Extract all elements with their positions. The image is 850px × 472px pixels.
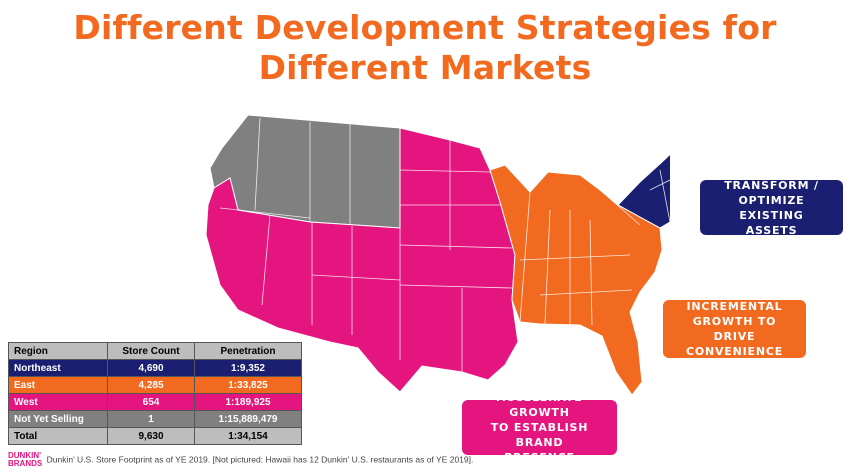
callout-northeast-line2: OPTIMIZE EXISTING [738, 193, 805, 222]
us-region-map [205, 114, 670, 396]
row-stores: 1 [107, 410, 195, 428]
callout-west-line1: ACCELERATE GROWTH [496, 391, 583, 419]
callout-east-line3: CONVENIENCE [685, 345, 784, 358]
logo-line1: DUNKIN' [8, 451, 42, 460]
row-region: Total [8, 427, 108, 445]
callout-northeast: TRANSFORM / OPTIMIZE EXISTING ASSETS [700, 178, 843, 237]
store-count-table: Region Store Count Penetration Northeast… [8, 342, 302, 445]
row-stores: 4,285 [107, 376, 195, 394]
callout-northeast-line1: TRANSFORM / [724, 178, 819, 192]
logo-line2: BRANDS [8, 459, 43, 468]
dunkin-brands-logo: DUNKIN' BRANDS [8, 452, 42, 468]
header-store-count: Store Count [107, 342, 195, 360]
title-line-1: Different Development Strategies for [73, 8, 777, 47]
table-row-not-yet-selling: Not Yet Selling 1 1:15,889,479 [8, 410, 302, 428]
callout-west: ACCELERATE GROWTH TO ESTABLISH BRAND PRE… [462, 391, 617, 464]
callout-east-line1: INCREMENTAL [686, 300, 783, 313]
footer-note: DUNKIN' BRANDS Dunkin' U.S. Store Footpr… [8, 452, 473, 468]
table-header-row: Region Store Count Penetration [8, 342, 302, 360]
callout-east-line2: GROWTH TO DRIVE [692, 315, 777, 343]
table-row-northeast: Northeast 4,690 1:9,352 [8, 359, 302, 377]
row-stores: 4,690 [107, 359, 195, 377]
state-borders [219, 117, 670, 372]
row-penetration: 1:34,154 [194, 427, 302, 445]
callout-northeast-line3: ASSETS [745, 223, 798, 237]
row-stores: 654 [107, 393, 195, 411]
row-region: Northeast [8, 359, 108, 377]
title-line-2: Different Markets [258, 48, 592, 87]
callout-east: INCREMENTAL GROWTH TO DRIVE CONVENIENCE [663, 300, 806, 358]
region-east [489, 164, 663, 396]
callout-west-line3: PRESENCE [504, 451, 575, 464]
region-northeast [617, 153, 670, 229]
header-region: Region [8, 342, 108, 360]
row-penetration: 1:189,925 [194, 393, 302, 411]
row-stores: 9,630 [107, 427, 195, 445]
row-penetration: 1:9,352 [194, 359, 302, 377]
row-region: Not Yet Selling [8, 410, 108, 428]
row-region: West [8, 393, 108, 411]
page-title: Different Development Strategies for Dif… [0, 8, 850, 88]
row-region: East [8, 376, 108, 394]
row-penetration: 1:15,889,479 [194, 410, 302, 428]
table-row-west: West 654 1:189,925 [8, 393, 302, 411]
header-penetration: Penetration [194, 342, 302, 360]
table-row-east: East 4,285 1:33,825 [8, 376, 302, 394]
row-penetration: 1:33,825 [194, 376, 302, 394]
callout-west-line2: TO ESTABLISH BRAND [490, 421, 589, 449]
table-row-total: Total 9,630 1:34,154 [8, 427, 302, 445]
footer-text: Dunkin' U.S. Store Footprint as of YE 20… [46, 454, 474, 465]
